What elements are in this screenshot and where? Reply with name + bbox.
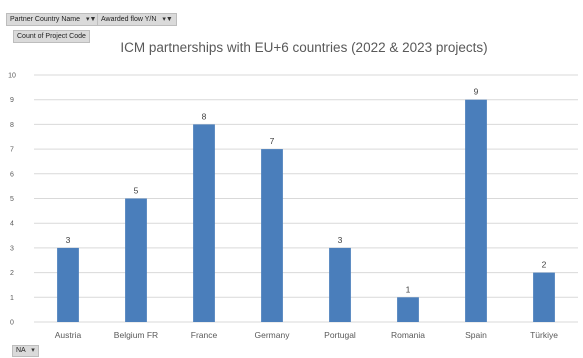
bar[interactable] <box>533 272 555 322</box>
axis-field-label: NA <box>16 347 26 354</box>
x-category-label: France <box>191 330 218 340</box>
x-category-label: Spain <box>465 330 487 340</box>
bar[interactable] <box>57 247 79 322</box>
filter-icon[interactable]: ▾▼ <box>162 16 173 23</box>
values-field-label: Count of Project Code <box>17 33 86 40</box>
data-label: 9 <box>474 87 479 97</box>
filter-chip-partner-country[interactable]: Partner Country Name ▾▼ <box>6 13 101 26</box>
y-tick-label: 8 <box>10 122 14 129</box>
x-category-label: Türkiye <box>530 330 558 340</box>
y-tick-label: 0 <box>10 320 14 327</box>
bar[interactable] <box>193 124 215 323</box>
y-tick-label: 2 <box>10 270 14 277</box>
data-label: 3 <box>338 235 343 245</box>
x-category-label: Belgium FR <box>114 330 158 340</box>
y-tick-label: 4 <box>10 221 14 228</box>
y-tick-label: 1 <box>10 295 14 302</box>
x-category-label: Austria <box>55 330 82 340</box>
bar[interactable] <box>261 149 283 322</box>
data-label: 7 <box>270 136 275 146</box>
bar[interactable] <box>329 247 351 322</box>
x-category-label: Germany <box>255 330 291 340</box>
y-tick-label: 5 <box>10 196 14 203</box>
y-tick-label: 9 <box>10 97 14 104</box>
chart-title: ICM partnerships with EU+6 countries (20… <box>120 40 487 55</box>
filter-chip-label: Partner Country Name <box>10 16 81 23</box>
data-label: 5 <box>134 186 139 196</box>
bar[interactable] <box>397 297 419 322</box>
dropdown-arrow-icon[interactable]: ▾ <box>31 347 35 354</box>
y-tick-label: 6 <box>10 171 14 178</box>
data-label: 2 <box>542 260 547 270</box>
bar[interactable] <box>125 198 147 323</box>
data-label: 8 <box>202 111 207 121</box>
values-field-chip[interactable]: Count of Project Code <box>13 30 90 43</box>
y-tick-label: 7 <box>10 147 14 154</box>
filter-chip-awarded-flow[interactable]: Awarded flow Y/N ▾▼ <box>97 13 177 26</box>
data-label: 3 <box>66 235 71 245</box>
x-category-label: Portugal <box>324 330 356 340</box>
x-category-label: Romania <box>391 330 425 340</box>
filter-chip-label: Awarded flow Y/N <box>101 16 157 23</box>
bar[interactable] <box>465 99 487 322</box>
y-tick-label: 3 <box>10 245 14 252</box>
filter-icon[interactable]: ▾▼ <box>85 16 97 23</box>
y-tick-label: 10 <box>8 73 16 80</box>
data-label: 1 <box>406 284 411 294</box>
axis-field-chip[interactable]: NA ▾ <box>12 345 39 357</box>
